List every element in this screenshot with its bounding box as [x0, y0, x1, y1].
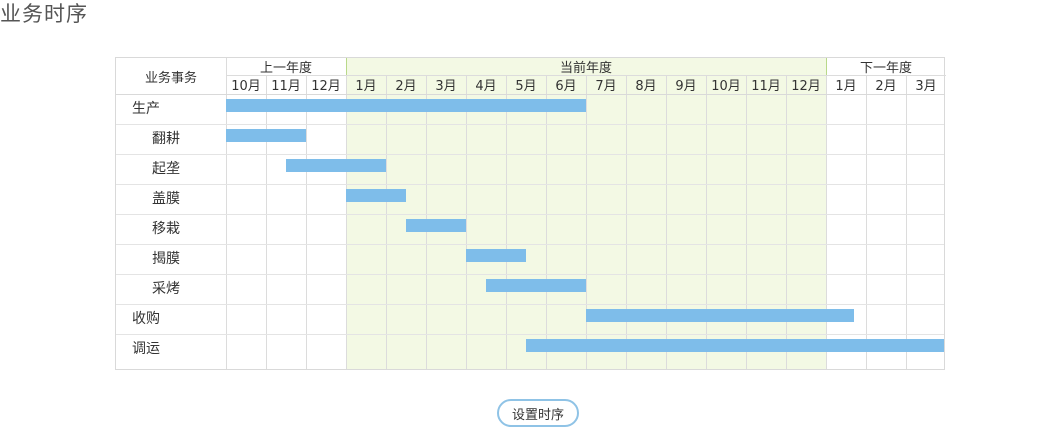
month-header: 11月 [751, 79, 781, 94]
row-divider [116, 334, 944, 335]
gantt-bar [346, 189, 406, 202]
row-label-4: 盖膜 [152, 191, 180, 207]
row-divider [116, 124, 944, 125]
month-header: 8月 [635, 79, 657, 94]
gantt-bar [526, 339, 944, 352]
month-header: 12月 [311, 79, 341, 94]
year-group-header: 上一年度 [259, 61, 312, 76]
month-grid-line [746, 75, 747, 369]
month-grid-line [346, 75, 347, 369]
row-label-6: 揭膜 [152, 251, 180, 267]
gantt-chart: 业务事务 上一年度 当前年度 下一年度 10月 11月 12月 1月 2月 3月 4月 5月 6月 7月… [115, 57, 946, 370]
month-header: 2月 [875, 79, 897, 94]
month-header: 10月 [231, 79, 261, 94]
month-grid-line [826, 75, 827, 369]
month-grid-line [266, 75, 267, 369]
year-group-header: 下一年度 [859, 61, 912, 76]
month-header: 9月 [675, 79, 697, 94]
month-grid-line [706, 75, 707, 369]
month-header: 3月 [915, 79, 937, 94]
gantt-bar [226, 99, 586, 112]
month-header: 6月 [555, 79, 577, 94]
gantt-bar [286, 159, 386, 172]
corner-label: 业务事务 [144, 70, 197, 86]
label-column-divider [226, 58, 227, 369]
month-header: 3月 [435, 79, 457, 94]
month-grid-line [506, 75, 507, 369]
month-header: 5月 [515, 79, 537, 94]
month-grid-line [586, 75, 587, 369]
month-grid-line [386, 75, 387, 369]
gantt-bar [466, 249, 526, 262]
row-label-5: 移栽 [152, 221, 180, 237]
month-header: 12月 [791, 79, 821, 94]
month-grid-line [666, 75, 667, 369]
month-header: 11月 [271, 79, 301, 94]
row-divider [116, 274, 944, 275]
gantt-bar [226, 129, 306, 142]
row-divider [116, 154, 944, 155]
row-label-7: 采烤 [152, 281, 180, 297]
month-grid-line [626, 75, 627, 369]
month-grid-line [306, 75, 307, 369]
month-grid-line [466, 75, 467, 369]
year-group-header: 当前年度 [559, 61, 612, 76]
month-grid-line [786, 75, 787, 369]
month-header: 2月 [395, 79, 417, 94]
gantt-bar [406, 219, 466, 232]
row-divider [116, 184, 944, 185]
month-grid-line [906, 75, 907, 369]
row-label-8: 收购 [132, 311, 160, 327]
gantt-bar [486, 279, 586, 292]
row-divider [116, 244, 944, 245]
row-divider [116, 304, 944, 305]
month-header: 10月 [711, 79, 741, 94]
row-label-3: 起垄 [152, 161, 180, 177]
set-sequence-button[interactable]: 设置时序 [497, 399, 579, 427]
month-header: 7月 [595, 79, 617, 94]
row-label-2: 翻耕 [152, 131, 180, 147]
page-title: 业务时序 [0, 2, 88, 26]
row-label-1: 生产 [132, 101, 160, 117]
row-label-9: 调运 [132, 341, 160, 357]
row-divider [116, 214, 944, 215]
gantt-bar [586, 309, 854, 322]
month-header: 4月 [475, 79, 497, 94]
month-grid-line [546, 75, 547, 369]
month-header: 1月 [355, 79, 377, 94]
header-divider [116, 94, 944, 95]
month-header: 1月 [835, 79, 857, 94]
month-grid-line [866, 75, 867, 369]
